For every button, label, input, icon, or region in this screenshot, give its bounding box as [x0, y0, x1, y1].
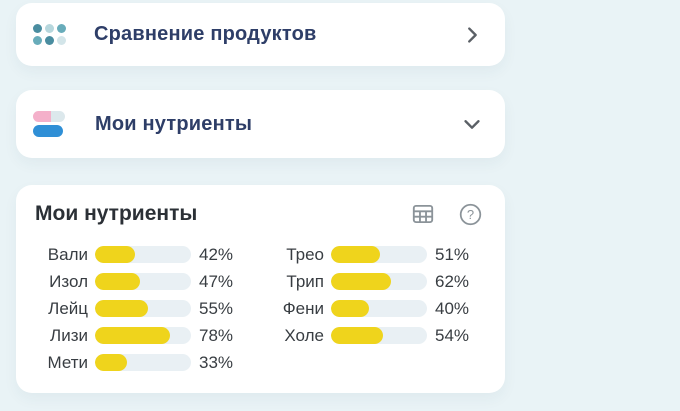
page: Сравнение продуктов Мои нутриенты Мои н — [0, 3, 680, 411]
svg-text:?: ? — [467, 206, 474, 221]
nutrient-bar-track — [95, 246, 191, 263]
nutrient-row: Фени 40% — [271, 295, 481, 322]
nutrient-row: Мети 33% — [35, 349, 245, 376]
nutrient-percent: 47% — [199, 271, 234, 291]
nutrient-bar-track — [331, 246, 427, 263]
nutrient-label: Вали — [47, 244, 88, 264]
nutrient-percent: 78% — [199, 325, 234, 345]
nutrient-label: Лейц — [48, 298, 88, 318]
nutrients-toggle-title: Мои нутриенты — [95, 112, 253, 135]
nutrient-row: Лизи 78% — [35, 322, 245, 349]
nutrient-row: Лейц 55% — [35, 295, 245, 322]
nutrient-percent: 55% — [199, 298, 234, 318]
bars-column-left: Вали 42% Изол 47% Лейц 55% Лизи — [35, 241, 245, 376]
card-product-comparison[interactable]: Сравнение продуктов — [16, 3, 505, 66]
panel-header: Мои нутриенты ? — [35, 201, 489, 227]
card-my-nutrients-panel: Мои нутриенты ? — [16, 185, 505, 393]
pill-blue — [33, 125, 63, 137]
nutrient-bar-track — [331, 273, 427, 290]
stacked-pills-icon — [33, 111, 67, 137]
pill-pink — [33, 111, 51, 122]
nutrient-bar-fill — [95, 300, 148, 317]
nutrient-bar-track — [95, 273, 191, 290]
nutrient-bar-fill — [95, 246, 136, 263]
pill-gray — [51, 111, 65, 122]
nutrient-label: Мети — [47, 352, 88, 372]
nutrient-bar-fill — [331, 246, 380, 263]
nutrient-label: Изол — [49, 271, 88, 291]
nutrient-bar-track — [331, 327, 427, 344]
nutrient-percent: 54% — [435, 325, 470, 345]
question-mark-icon[interactable]: ? — [458, 202, 483, 227]
dot — [57, 36, 66, 45]
nutrient-bar-track — [95, 354, 191, 371]
nutrient-row: Холе 54% — [271, 322, 481, 349]
nutrient-bar-track — [95, 300, 191, 317]
nutrient-bars: Вали 42% Изол 47% Лейц 55% Лизи — [35, 241, 489, 376]
dot — [45, 24, 54, 33]
nutrient-label: Трип — [286, 271, 324, 291]
dots-grid-icon — [33, 24, 66, 45]
nutrient-label: Лизи — [50, 325, 88, 345]
chevron-down-icon — [461, 113, 483, 135]
nutrient-bar-track — [331, 300, 427, 317]
nutrient-percent: 40% — [435, 298, 470, 318]
dot — [33, 36, 42, 45]
nutrient-row: Изол 47% — [35, 268, 245, 295]
nutrient-percent: 51% — [435, 244, 470, 264]
nutrient-row: Трео 51% — [271, 241, 481, 268]
nutrient-bar-track — [95, 327, 191, 344]
nutrient-label: Фени — [282, 298, 324, 318]
nutrient-bar-fill — [95, 327, 170, 344]
nutrient-percent: 62% — [435, 271, 470, 291]
nutrient-label: Холе — [284, 325, 324, 345]
nutrient-row: Вали 42% — [35, 241, 245, 268]
dot — [45, 36, 54, 45]
table-grid-icon[interactable] — [410, 201, 436, 227]
nutrient-percent: 33% — [199, 352, 234, 372]
nutrient-bar-fill — [331, 273, 391, 290]
bars-column-right: Трео 51% Трип 62% Фени 40% Холе — [271, 241, 481, 376]
dot — [57, 24, 66, 33]
nutrient-row: Трип 62% — [271, 268, 481, 295]
nutrient-bar-fill — [331, 300, 370, 317]
card-my-nutrients-toggle[interactable]: Мои нутриенты — [16, 90, 505, 158]
nutrient-bar-fill — [95, 273, 141, 290]
nutrients-toggle-row: Мои нутриенты — [16, 90, 505, 158]
panel-title: Мои нутриенты — [35, 202, 198, 225]
comparison-row: Сравнение продуктов — [16, 3, 505, 66]
dot — [33, 24, 42, 33]
chevron-right-icon — [461, 24, 483, 46]
nutrient-bar-fill — [95, 354, 127, 371]
panel-icons: ? — [410, 201, 489, 227]
nutrient-label: Трео — [286, 244, 324, 264]
nutrient-bar-fill — [331, 327, 383, 344]
nutrient-percent: 42% — [199, 244, 234, 264]
comparison-title: Сравнение продуктов — [94, 23, 317, 45]
pill-top — [33, 111, 65, 122]
